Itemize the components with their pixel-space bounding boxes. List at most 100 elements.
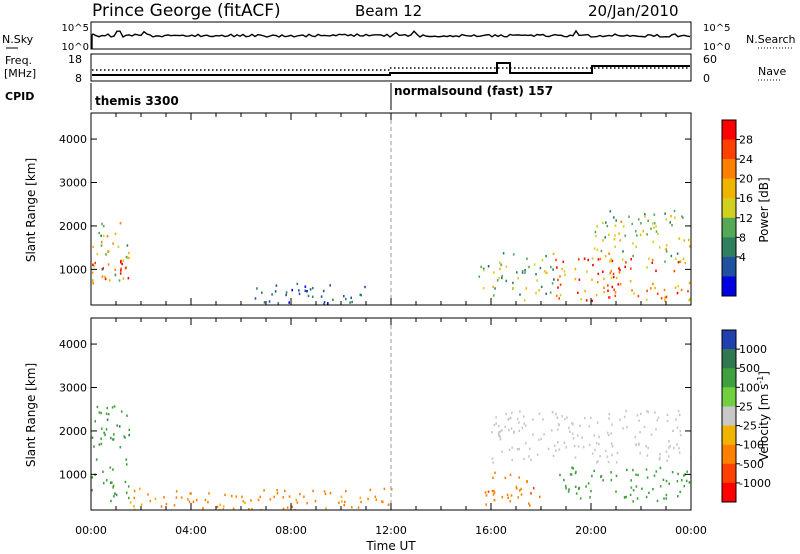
scatter-cell-r4 [646, 454, 649, 457]
scatter-cell-r4 [645, 445, 647, 448]
scatter-cell-r1 [276, 492, 279, 495]
scatter-cell-r4 [555, 258, 557, 262]
scatter-cell-r2 [509, 473, 512, 477]
scatter-cell-r3 [539, 266, 542, 270]
scatter-cell-r3 [680, 479, 683, 482]
scatter-cell-r0 [101, 268, 104, 271]
scatter-cell-r0 [118, 279, 121, 282]
colorbar-swatch [722, 406, 736, 426]
scatter-cell-r1 [202, 507, 204, 510]
scatter-cell-r2 [256, 287, 258, 290]
scatter-cell-r4 [611, 423, 613, 426]
scatter-cell-r5 [648, 257, 650, 260]
scatter-cell-r4 [583, 257, 586, 260]
scatter-cell-r0 [92, 281, 94, 285]
scatter-cell-r4 [493, 423, 496, 427]
scatter-cell-r5 [655, 225, 657, 228]
scatter-cell-r4 [678, 413, 681, 417]
scatter-cell-r4 [596, 281, 599, 284]
scatter-cell-r3 [536, 279, 538, 282]
scatter-cell-r3 [524, 269, 526, 272]
scatter-cell-r3 [494, 287, 496, 290]
scatter-cell-r0 [100, 427, 103, 430]
scatter-cell-r4 [668, 440, 670, 443]
scatter-cell-r5 [639, 233, 642, 237]
scatter-cell-r1 [306, 502, 308, 505]
scatter-cell-r1 [383, 487, 386, 491]
scatter-cell-r3 [552, 268, 554, 271]
scatter-cell-r4 [592, 263, 594, 267]
x-tick-label: 04:00 [175, 524, 207, 537]
scatter-cell-r4 [615, 276, 618, 280]
colorbar-swatch [722, 159, 736, 179]
scatter-cell-r3 [574, 485, 577, 488]
scatter-cell-r1 [133, 496, 136, 500]
scatter-cell-r1 [329, 492, 332, 495]
scatter-cell-r3 [593, 469, 595, 473]
scatter-cell-r4 [557, 428, 559, 431]
scatter-cell-r2 [510, 494, 513, 497]
scatter-cell-r4 [584, 416, 586, 420]
scatter-cell-r2 [493, 491, 496, 494]
scatter-cell-r4 [581, 436, 583, 439]
scatter-cell-r0 [125, 463, 128, 466]
scatter-cell-r0 [95, 458, 98, 461]
scatter-cell-r0 [107, 250, 109, 253]
scatter-cell-r4 [518, 421, 520, 424]
scatter-cell-r2 [268, 300, 271, 303]
scatter-cell-r5 [606, 224, 609, 228]
scatter-cell-r3 [676, 480, 679, 483]
scatter-cell-r4 [551, 410, 554, 414]
scatter-cell-r1 [204, 498, 207, 502]
scatter-cell-r3 [535, 273, 537, 276]
scatter-cell-r4 [501, 450, 503, 453]
scatter-cell-r4 [619, 418, 621, 421]
scatter-cell-r2 [323, 301, 326, 304]
scatter-cell-r4 [677, 409, 680, 413]
scatter-cell-r5 [669, 221, 671, 224]
scatter-cell-r0 [128, 433, 130, 437]
scatter-cell-r4 [576, 434, 579, 437]
scatter-cell-r3 [571, 466, 573, 469]
scatter-cell-r1 [120, 269, 122, 272]
scatter-cell-r1 [102, 267, 104, 270]
scatter-cell-r5 [653, 226, 655, 229]
scatter-cell-r3 [629, 493, 632, 497]
scatter-cell-r4 [624, 265, 626, 269]
scatter-cell-r0 [111, 438, 114, 441]
scatter-cell-r3 [655, 470, 658, 473]
scatter-cell-r4 [554, 449, 557, 452]
scatter-cell-r3 [645, 495, 648, 499]
scatter-cell-r4 [495, 416, 497, 419]
scatter-cell-r1 [390, 488, 393, 491]
scatter-cell-r1 [269, 498, 272, 501]
scatter-cell-r0 [100, 244, 103, 247]
scatter-cell-r4 [625, 409, 627, 413]
scatter-cell-r3 [668, 482, 670, 485]
scatter-cell-r1 [367, 497, 369, 501]
x-tick-label: 00:00 [75, 524, 107, 537]
scatter-cell-r4 [579, 424, 581, 427]
scatter-cell-r1 [165, 502, 168, 506]
scatter-cell-r2 [493, 499, 496, 502]
scatter-cell-r0 [92, 279, 94, 282]
scatter-cell-r2 [275, 284, 278, 287]
colorbar-tick-label: 1000 [739, 343, 767, 356]
scatter-cell-r3 [683, 474, 685, 477]
scatter-cell-r4 [611, 453, 613, 457]
scatter-cell-r4 [674, 286, 677, 289]
frequency-trace [92, 62, 690, 76]
scatter-cell-r4 [511, 411, 513, 415]
scatter-cell-r0 [101, 222, 103, 226]
colorbar-tick-label: 12 [739, 212, 753, 225]
scatter-cell-r5 [679, 260, 682, 263]
scatter-cell-r2 [359, 293, 362, 296]
scatter-cell-r4 [665, 296, 668, 299]
scatter-cell-r0 [125, 255, 128, 259]
noise-search-label: N.Search [746, 33, 796, 46]
scatter-cell-r1 [133, 508, 136, 510]
scatter-cell-r4 [607, 460, 610, 464]
scatter-cell-r5 [614, 234, 616, 237]
scatter-cell-r3 [683, 484, 686, 488]
scatter-cell-r0 [92, 245, 94, 248]
